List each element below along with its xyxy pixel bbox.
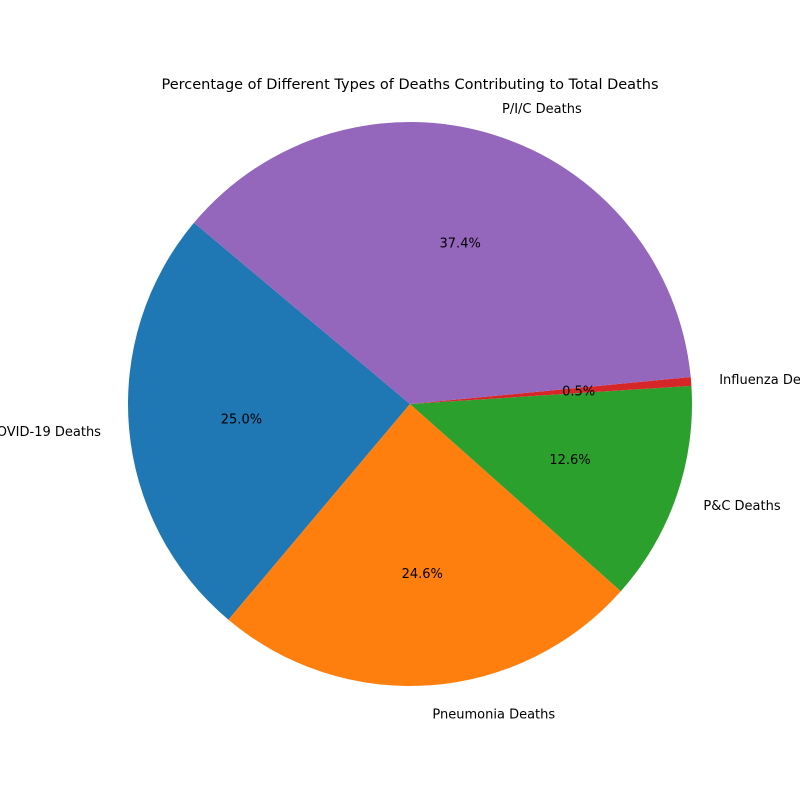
pie-slice [193,121,691,404]
slice-label: P/I/C Deaths [502,102,582,117]
slice-percent-label: 37.4% [440,236,481,251]
pie-slice [410,376,692,404]
slice-percent-label: 25.0% [221,413,262,428]
pie-slice [410,385,692,592]
chart-title: Percentage of Different Types of Deaths … [162,77,659,93]
pie-slice [128,222,410,620]
slice-label: P&C Deaths [703,499,780,514]
slice-percent-label: 0.5% [562,384,595,399]
pie-slice [228,404,621,686]
slice-percent-label: 24.6% [402,567,443,582]
pie-slices [128,121,692,686]
slice-percent-label: 12.6% [549,453,590,468]
slice-label: COVID-19 Deaths [0,425,101,440]
slice-label: Pneumonia Deaths [432,707,555,722]
pie-labels: COVID-19 Deaths 25.0% Pneumonia Deaths 24.6… [0,102,800,723]
slice-label: Influenza Deaths [719,373,800,388]
